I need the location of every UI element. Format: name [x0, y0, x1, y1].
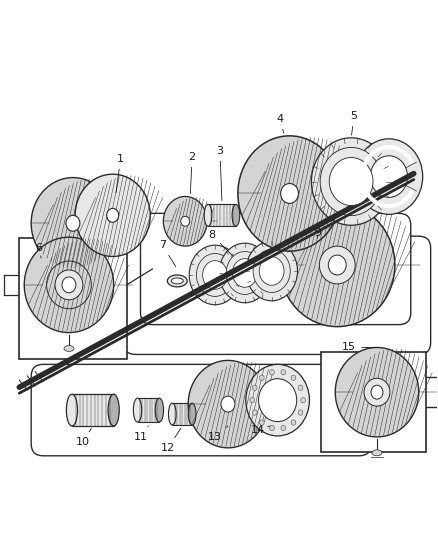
Text: 4: 4: [276, 114, 284, 133]
Ellipse shape: [188, 403, 196, 425]
Ellipse shape: [232, 367, 244, 446]
Ellipse shape: [55, 270, 83, 300]
Ellipse shape: [171, 278, 183, 284]
Ellipse shape: [188, 360, 268, 448]
Bar: [321, 352, 426, 452]
Ellipse shape: [246, 241, 297, 301]
Ellipse shape: [259, 257, 284, 285]
Ellipse shape: [75, 174, 150, 256]
Ellipse shape: [163, 197, 207, 246]
Ellipse shape: [252, 410, 257, 415]
Ellipse shape: [269, 425, 274, 431]
Ellipse shape: [281, 183, 298, 204]
Ellipse shape: [355, 139, 423, 214]
Text: 9: 9: [314, 228, 321, 238]
Ellipse shape: [320, 148, 382, 216]
Ellipse shape: [107, 208, 119, 222]
Ellipse shape: [31, 177, 115, 269]
Ellipse shape: [24, 237, 114, 333]
Text: 3: 3: [216, 146, 223, 200]
Ellipse shape: [371, 156, 407, 197]
Text: 8: 8: [208, 230, 233, 256]
FancyBboxPatch shape: [141, 213, 411, 325]
Text: 2: 2: [189, 152, 196, 193]
Ellipse shape: [343, 213, 359, 324]
Ellipse shape: [300, 398, 305, 403]
Polygon shape: [172, 403, 192, 425]
Ellipse shape: [335, 348, 419, 437]
Ellipse shape: [167, 275, 187, 287]
Ellipse shape: [259, 420, 264, 425]
Ellipse shape: [319, 246, 355, 284]
Ellipse shape: [64, 345, 74, 351]
Ellipse shape: [281, 369, 286, 375]
Text: 6: 6: [35, 243, 42, 258]
Ellipse shape: [233, 259, 257, 287]
Ellipse shape: [329, 157, 373, 206]
Text: 7: 7: [159, 240, 176, 266]
Ellipse shape: [269, 369, 274, 375]
Text: 12: 12: [161, 429, 181, 453]
Ellipse shape: [291, 420, 296, 425]
Text: 10: 10: [76, 429, 92, 447]
Ellipse shape: [221, 396, 235, 412]
Ellipse shape: [226, 252, 263, 294]
Ellipse shape: [219, 243, 271, 303]
Ellipse shape: [250, 398, 254, 403]
Ellipse shape: [246, 365, 309, 436]
Ellipse shape: [204, 204, 212, 226]
Ellipse shape: [258, 378, 297, 422]
Text: 1: 1: [116, 154, 124, 193]
Ellipse shape: [62, 277, 76, 293]
Ellipse shape: [364, 378, 390, 406]
Polygon shape: [72, 394, 114, 426]
Ellipse shape: [298, 410, 303, 415]
Ellipse shape: [189, 245, 241, 305]
Ellipse shape: [67, 394, 78, 426]
Ellipse shape: [371, 385, 383, 399]
FancyBboxPatch shape: [124, 236, 431, 354]
Ellipse shape: [232, 204, 240, 226]
Text: 11: 11: [134, 426, 148, 442]
Text: 13: 13: [208, 426, 228, 442]
Text: 14: 14: [251, 425, 270, 435]
Ellipse shape: [252, 385, 257, 390]
Text: 5: 5: [351, 111, 358, 135]
Ellipse shape: [281, 425, 286, 431]
Polygon shape: [208, 204, 236, 226]
Ellipse shape: [181, 216, 190, 226]
Ellipse shape: [203, 261, 227, 289]
Ellipse shape: [291, 375, 296, 381]
Ellipse shape: [238, 136, 341, 251]
Ellipse shape: [311, 138, 391, 225]
Ellipse shape: [402, 159, 420, 189]
Ellipse shape: [298, 385, 303, 390]
Ellipse shape: [294, 143, 308, 247]
Ellipse shape: [196, 254, 233, 296]
Polygon shape: [138, 398, 159, 422]
Ellipse shape: [155, 398, 163, 422]
Ellipse shape: [133, 398, 142, 422]
Ellipse shape: [169, 403, 176, 425]
Text: 15: 15: [342, 343, 374, 352]
Ellipse shape: [108, 394, 119, 426]
FancyBboxPatch shape: [31, 365, 371, 456]
Ellipse shape: [253, 249, 290, 293]
Ellipse shape: [328, 255, 346, 275]
Ellipse shape: [372, 450, 382, 456]
Bar: [19, 238, 127, 359]
Ellipse shape: [66, 215, 80, 231]
Ellipse shape: [279, 204, 395, 327]
Ellipse shape: [259, 375, 264, 381]
